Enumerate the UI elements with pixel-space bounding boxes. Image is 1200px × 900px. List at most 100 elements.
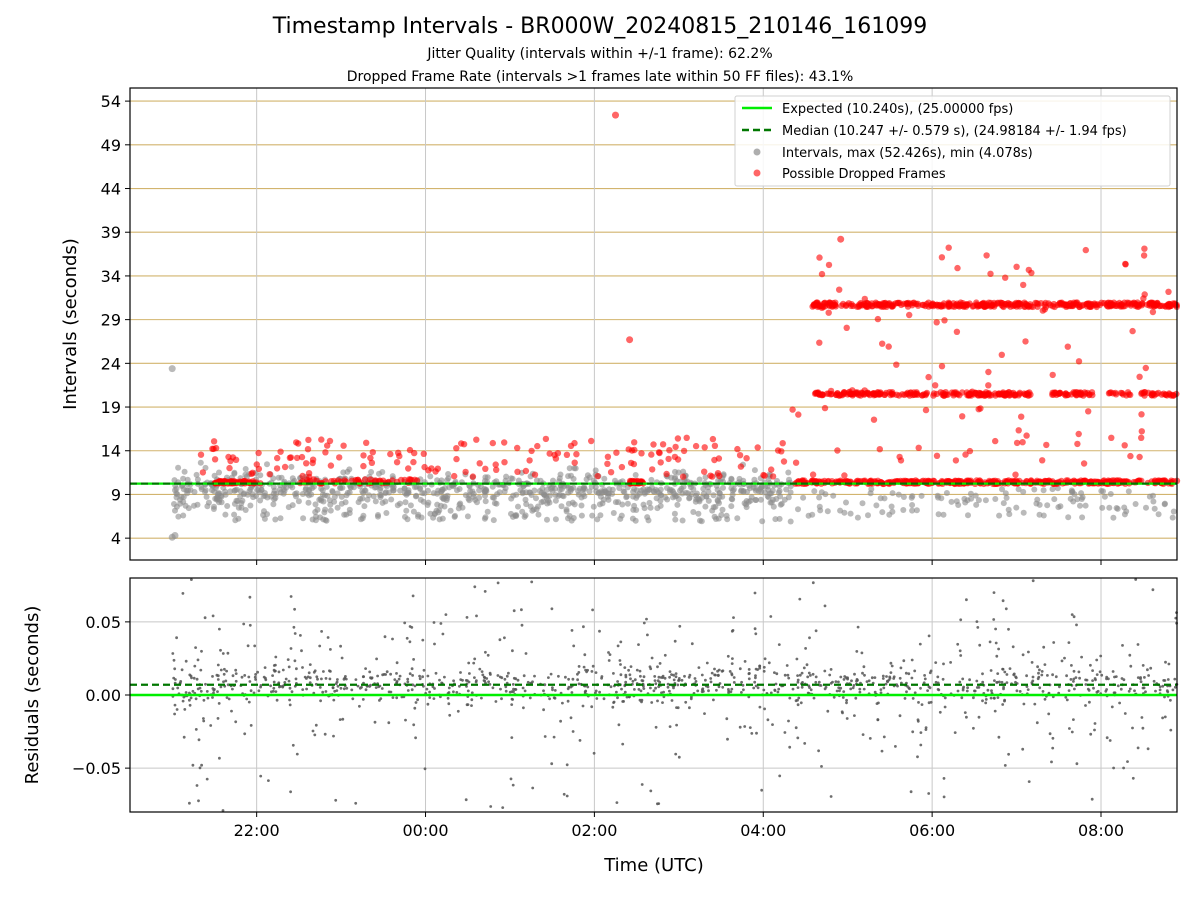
residual-point [993, 696, 996, 700]
residual-point [753, 680, 757, 684]
interval-point [323, 517, 330, 524]
residual-point [295, 752, 299, 756]
residual-point [710, 671, 714, 675]
residual-point [615, 801, 619, 804]
interval-point [533, 495, 539, 502]
residual-point [623, 666, 627, 669]
residual-point [486, 653, 490, 657]
residual-point [856, 625, 860, 629]
residual-point [656, 665, 659, 669]
interval-point [442, 493, 449, 500]
residual-point [215, 673, 219, 677]
interval-point [439, 486, 446, 493]
residual-point [475, 679, 478, 682]
dropped-point [1138, 434, 1145, 441]
dropped-point [1056, 300, 1063, 307]
residual-point [752, 686, 756, 690]
residual-point [1136, 676, 1140, 679]
residual-point [498, 638, 502, 642]
residual-point [1001, 703, 1005, 706]
residual-point [959, 618, 963, 622]
residual-point [262, 675, 266, 679]
residual-point [927, 701, 931, 705]
residual-point [1141, 664, 1145, 667]
residual-point [1003, 764, 1007, 767]
interval-point [597, 512, 604, 519]
residual-point [828, 673, 832, 677]
residual-point [840, 710, 844, 714]
interval-point [508, 475, 515, 482]
residual-point [1128, 687, 1132, 691]
dropped-point [861, 387, 868, 394]
residual-point [1093, 677, 1097, 680]
residual-point [1127, 689, 1131, 693]
interval-point [859, 500, 866, 507]
residual-point [677, 755, 681, 759]
residual-point [661, 701, 664, 704]
residual-point [959, 654, 963, 657]
residual-point [511, 783, 515, 787]
interval-point [543, 486, 550, 493]
interval-point [404, 516, 411, 523]
interval-point [321, 509, 328, 516]
residual-point [319, 699, 322, 703]
interval-point [466, 497, 473, 504]
residual-point [1014, 675, 1017, 679]
residual-point [350, 688, 354, 692]
residual-point [607, 659, 611, 662]
interval-point [641, 505, 648, 512]
residual-point [838, 689, 841, 693]
residual-point [246, 644, 250, 648]
interval-point [624, 500, 631, 507]
residual-point [1131, 726, 1134, 730]
interval-point [233, 497, 240, 504]
residual-point [1070, 664, 1073, 667]
residual-point [503, 636, 506, 640]
residual-point [219, 685, 223, 689]
dropped-point [248, 470, 255, 477]
residual-point [690, 695, 693, 699]
residual-point [753, 627, 757, 631]
residual-point [312, 670, 316, 674]
residual-point [212, 691, 215, 695]
dropped-point [874, 315, 882, 323]
interval-point [482, 498, 489, 505]
residual-point [542, 708, 545, 712]
residual-point [184, 659, 188, 663]
residual-point [219, 648, 222, 652]
residual-point [845, 701, 848, 705]
interval-point [728, 485, 735, 492]
residual-point [225, 669, 229, 673]
residual-point [1084, 683, 1088, 686]
interval-point [339, 484, 346, 491]
residual-point [423, 767, 427, 771]
residual-point [965, 689, 969, 693]
interval-point [403, 491, 410, 498]
interval-point [621, 489, 628, 495]
residual-point [432, 697, 436, 700]
residual-point [666, 685, 670, 689]
residual-point [253, 675, 257, 679]
interval-point [552, 516, 559, 523]
interval-point [557, 471, 564, 478]
interval-point [672, 516, 679, 523]
interval-point [231, 511, 238, 518]
interval-point [1000, 500, 1007, 507]
interval-point [394, 502, 401, 509]
residual-point [829, 795, 833, 798]
residual-point [1110, 705, 1114, 709]
interval-point [1146, 493, 1153, 500]
residual-point [583, 690, 587, 694]
dropped-point [1061, 391, 1068, 398]
interval-point [459, 504, 466, 511]
residual-point [257, 689, 261, 693]
dropped-point [1149, 308, 1157, 316]
interval-point [787, 518, 794, 525]
residual-point [829, 681, 833, 685]
interval-point [558, 503, 565, 510]
residual-point [301, 688, 305, 691]
residual-point [858, 690, 862, 694]
residual-point [868, 737, 872, 740]
interval-point [1098, 488, 1105, 494]
interval-point [873, 502, 880, 509]
